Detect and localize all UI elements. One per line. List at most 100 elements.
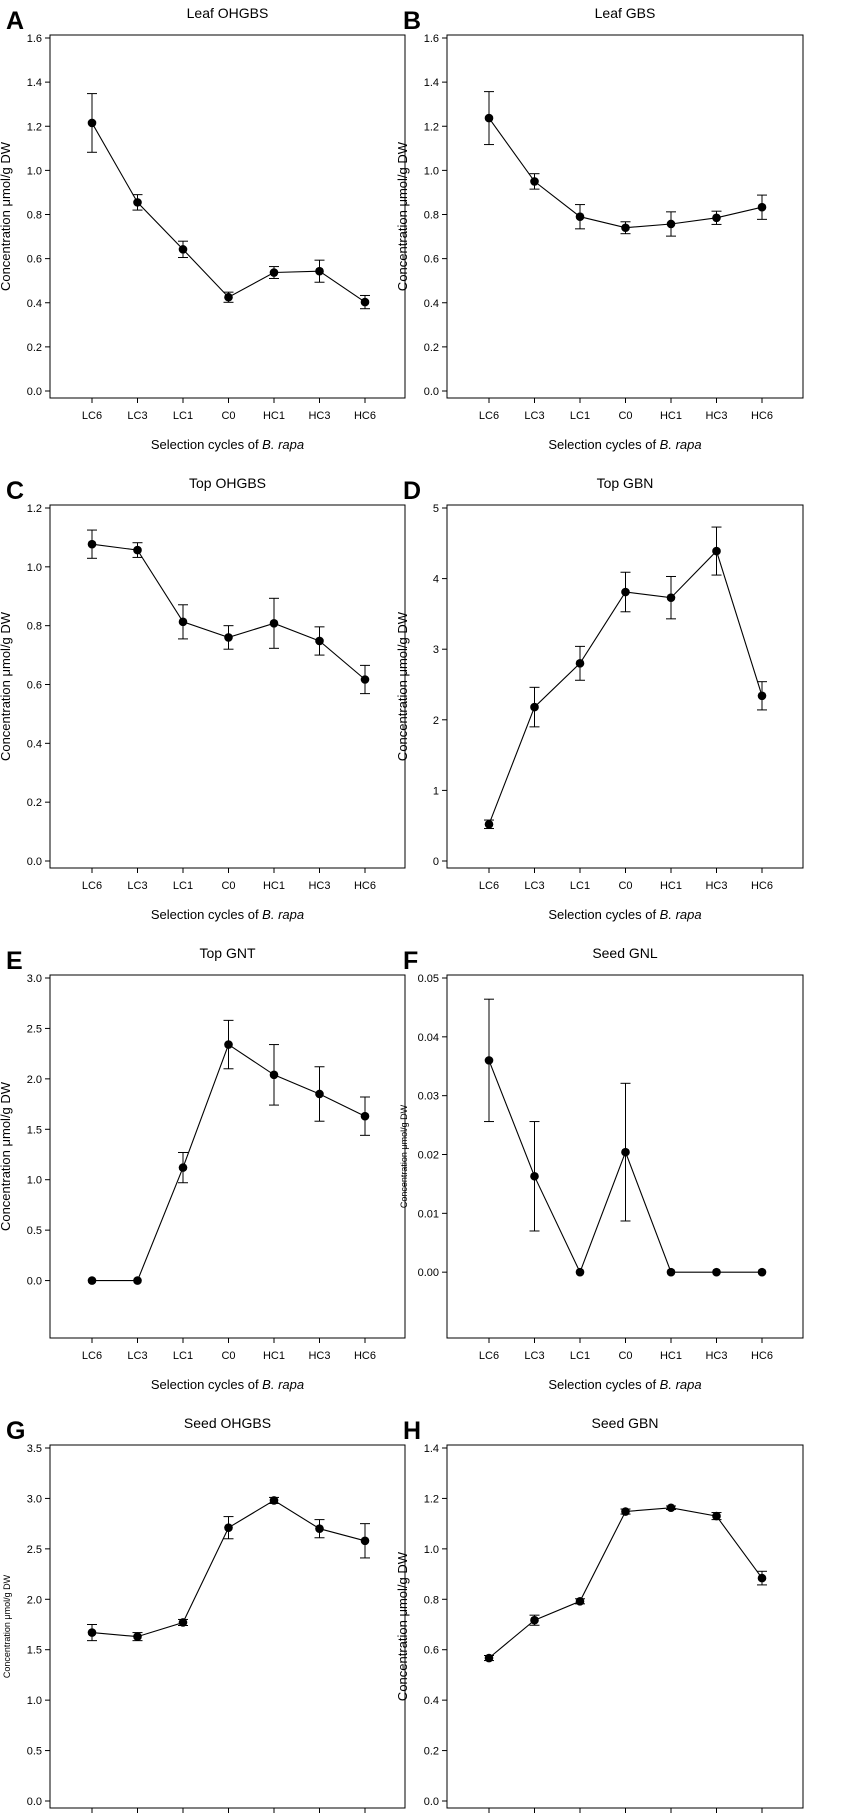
y-tick-label: 0.0: [27, 856, 42, 868]
y-tick-label: 5: [433, 503, 439, 515]
data-point: [133, 1632, 142, 1641]
data-point: [269, 1070, 279, 1080]
data-point: [484, 819, 494, 829]
y-tick-label: 1: [433, 785, 439, 797]
chart-title: Seed OHGBS: [184, 1415, 271, 1431]
chart-title: Top GNT: [199, 945, 255, 961]
x-tick-label: C0: [618, 1350, 632, 1362]
y-tick-label: 1.0: [424, 1544, 439, 1556]
series-line: [91, 122, 366, 303]
chart-title: Leaf OHGBS: [187, 5, 269, 21]
x-tick-label: LC3: [127, 880, 147, 892]
y-tick-label: 1.0: [27, 562, 42, 574]
x-tick-label: LC1: [570, 410, 590, 422]
plot-frame: [49, 1444, 406, 1809]
panel-D: D Top GBN 0 1 2 3 4 5 LC6 LC3 LC1 C0 HC1 HC3 HC6 Select…: [395, 475, 804, 922]
y-tick-label: 0.4: [424, 298, 439, 310]
y-tick-label: 2: [433, 715, 439, 727]
y-tick-label: 2.0: [27, 1074, 42, 1086]
x-tick-label: HC3: [308, 880, 330, 892]
x-axis-label: Selection cycles of B. rapa: [151, 1377, 304, 1392]
x-axis-label-prefix: Selection cycles of: [151, 437, 262, 452]
x-tick-label: LC3: [127, 410, 147, 422]
data-point: [621, 223, 630, 233]
data-point: [621, 587, 630, 597]
chart-title: Top OHGBS: [189, 475, 266, 491]
x-tick-label: LC3: [524, 1350, 544, 1362]
y-tick-label: 0.2: [424, 1746, 439, 1758]
x-tick-label: HC1: [660, 880, 682, 892]
y-tick-label: 1.0: [27, 1695, 42, 1707]
data-point: [575, 1597, 585, 1606]
x-tick-label: LC3: [524, 410, 544, 422]
x-tick-label: HC1: [263, 410, 285, 422]
y-tick-label: 0.00: [418, 1267, 439, 1279]
x-tick-label: HC3: [705, 880, 727, 892]
data-point: [712, 213, 721, 223]
x-tick-label: LC6: [82, 1350, 102, 1362]
x-axis-label-species: B. rapa: [660, 907, 702, 922]
y-tick-label: 0.5: [27, 1746, 42, 1758]
y-axis-label: Concentration μmol/g DW: [0, 611, 13, 761]
plot-frame: [446, 504, 804, 869]
x-axis-label-prefix: Selection cycles of: [151, 1377, 262, 1392]
plot-frame: [446, 34, 804, 399]
y-tick-label: 0.0: [27, 386, 42, 398]
y-tick-label: 0.0: [27, 1276, 42, 1288]
data-point: [484, 1056, 494, 1065]
panel-letter: E: [6, 947, 23, 975]
plot-frame: [49, 974, 406, 1339]
x-tick-label: HC6: [751, 880, 773, 892]
x-axis-label-species: B. rapa: [660, 1377, 702, 1392]
panel-E: E Top GNT 0.0 0.5 1.0 1.5 2.0 2.5 3.0 LC6 LC3 LC1 C0…: [0, 945, 406, 1392]
data-point: [315, 1089, 324, 1099]
x-axis-label: Selection cycles of B. rapa: [548, 437, 701, 452]
x-tick-label: C0: [618, 410, 632, 422]
x-tick-label: LC6: [479, 880, 499, 892]
data-point: [269, 1496, 279, 1505]
y-axis-label: Concentration μmol/g DW: [395, 141, 410, 291]
y-tick-label: 1.0: [424, 165, 439, 177]
x-tick-label: HC3: [705, 1350, 727, 1362]
x-tick-label: HC1: [660, 1350, 682, 1362]
y-tick-label: 0.2: [27, 797, 42, 809]
chart-title: Seed GBN: [592, 1415, 659, 1431]
y-tick-label: 2.0: [27, 1594, 42, 1606]
x-axis-label-prefix: Selection cycles of: [548, 907, 659, 922]
series-line: [92, 1043, 366, 1282]
data-point: [666, 219, 676, 229]
y-tick-label: 1.2: [27, 503, 42, 515]
y-tick-label: 0.4: [27, 298, 42, 310]
y-axis-label: Concentration μmol/g DW: [0, 141, 13, 291]
data-point: [133, 1276, 142, 1285]
data-point: [224, 1040, 233, 1049]
data-point: [87, 539, 97, 549]
x-tick-label: LC3: [127, 1350, 147, 1362]
x-tick-label: HC3: [705, 410, 727, 422]
panel-C: C Top OHGBS 0.0 0.2 0.4 0.6 0.8 1.0 1.2 LC6 LC3 LC1…: [0, 475, 406, 922]
y-tick-label: 1.2: [27, 121, 42, 133]
panel-B: B Leaf GBS 0.0 0.2 0.4 0.6 0.8 1.0 1.2 1.4 1.6 LC6 L…: [395, 5, 804, 452]
y-tick-label: 0.04: [418, 1032, 439, 1044]
data-point: [133, 545, 142, 555]
y-tick-label: 3: [433, 644, 439, 656]
x-tick-label: C0: [221, 1350, 235, 1362]
panel-letter: D: [403, 477, 421, 505]
x-tick-label: HC3: [308, 410, 330, 422]
x-axis-label-prefix: Selection cycles of: [548, 437, 659, 452]
plot-frame: [446, 1444, 804, 1809]
x-tick-label: HC6: [751, 410, 773, 422]
x-tick-label: HC6: [354, 880, 376, 892]
y-tick-label: 0.6: [424, 1645, 439, 1657]
data-point: [133, 198, 142, 207]
data-point: [712, 546, 721, 556]
y-tick-label: 1.6: [424, 33, 439, 45]
data-point: [360, 1536, 370, 1546]
series-line: [91, 543, 366, 680]
data-point: [315, 636, 324, 646]
chart-title: Top GBN: [597, 475, 654, 491]
y-tick-label: 0.01: [418, 1208, 439, 1220]
x-tick-label: LC1: [173, 410, 193, 422]
y-tick-label: 1.0: [27, 165, 42, 177]
